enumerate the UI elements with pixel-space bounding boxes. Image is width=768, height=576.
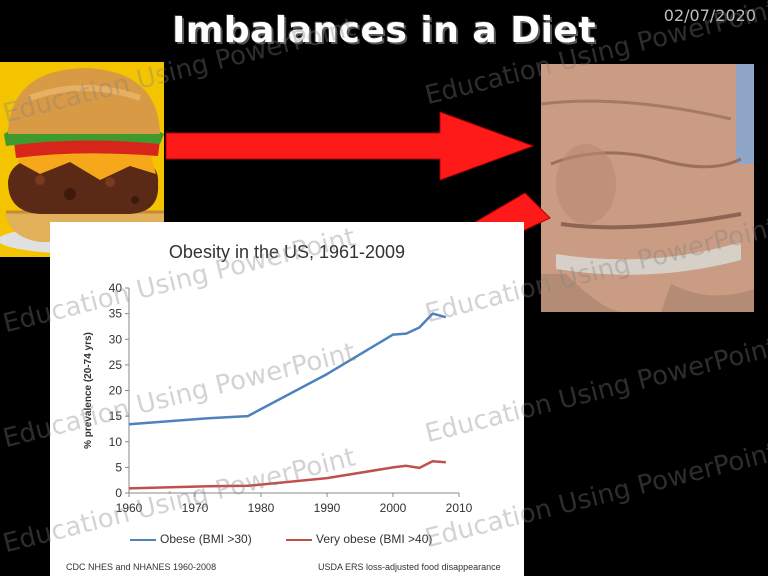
y-tick-label: 35	[109, 307, 123, 321]
y-tick-label: 40	[109, 281, 123, 295]
x-tick-label: 1980	[248, 501, 275, 515]
y-tick-label: 25	[109, 358, 123, 372]
chart-title: Obesity in the US, 1961-2009	[168, 242, 406, 262]
legend-very-obese-swatch	[286, 538, 312, 541]
y-tick-label: 20	[109, 384, 123, 398]
y-tick-label: 5	[115, 460, 122, 474]
y-tick-label: 10	[109, 435, 123, 449]
x-tick-label: 1970	[182, 501, 209, 515]
legend-obese: Obese (BMI >30)	[130, 532, 252, 546]
series-line-very-obese	[128, 459, 446, 490]
legend-obese-swatch	[130, 538, 156, 541]
y-tick-label: 15	[109, 409, 123, 423]
hamburger-image	[0, 62, 174, 257]
y-tick-label: 30	[109, 332, 123, 346]
obesity-chart: Obesity in the US, 1961-2009 0 5 10 15 20 25 3…	[50, 222, 524, 576]
x-tick-label: 1960	[116, 501, 143, 515]
legend-obese-label: Obese (BMI >30)	[160, 532, 252, 546]
right-arrow-icon	[165, 111, 535, 181]
legend-very-obese: Very obese (BMI >40)	[286, 532, 432, 546]
y-axis-label: % prevalence (20-74 yrs)	[83, 332, 94, 449]
y-tick-label: 0	[115, 486, 122, 500]
hamburger-drawing	[0, 68, 174, 254]
x-tick-label: 2010	[446, 501, 473, 515]
chart-source-right: USDA ERS loss-adjusted food disappearanc…	[318, 562, 501, 572]
series-line-obese	[128, 312, 447, 426]
legend-very-obese-label: Very obese (BMI >40)	[316, 532, 433, 546]
chart-plot: 0 5 10 15 20 25 30 35 40 1960 1970 1980 1990 2000 2010…	[83, 281, 473, 515]
chart-source-left: CDC NHES and NHANES 1960-2008	[66, 562, 217, 572]
x-tick-label: 2000	[380, 501, 407, 515]
slide-title: Imbalances in a Diet	[171, 10, 597, 51]
x-tick-label: 1990	[314, 501, 341, 515]
slide-date: 02/07/2020	[663, 6, 756, 25]
obese-abdomen-image	[541, 64, 754, 312]
obese-abdomen-drawing	[541, 64, 754, 312]
